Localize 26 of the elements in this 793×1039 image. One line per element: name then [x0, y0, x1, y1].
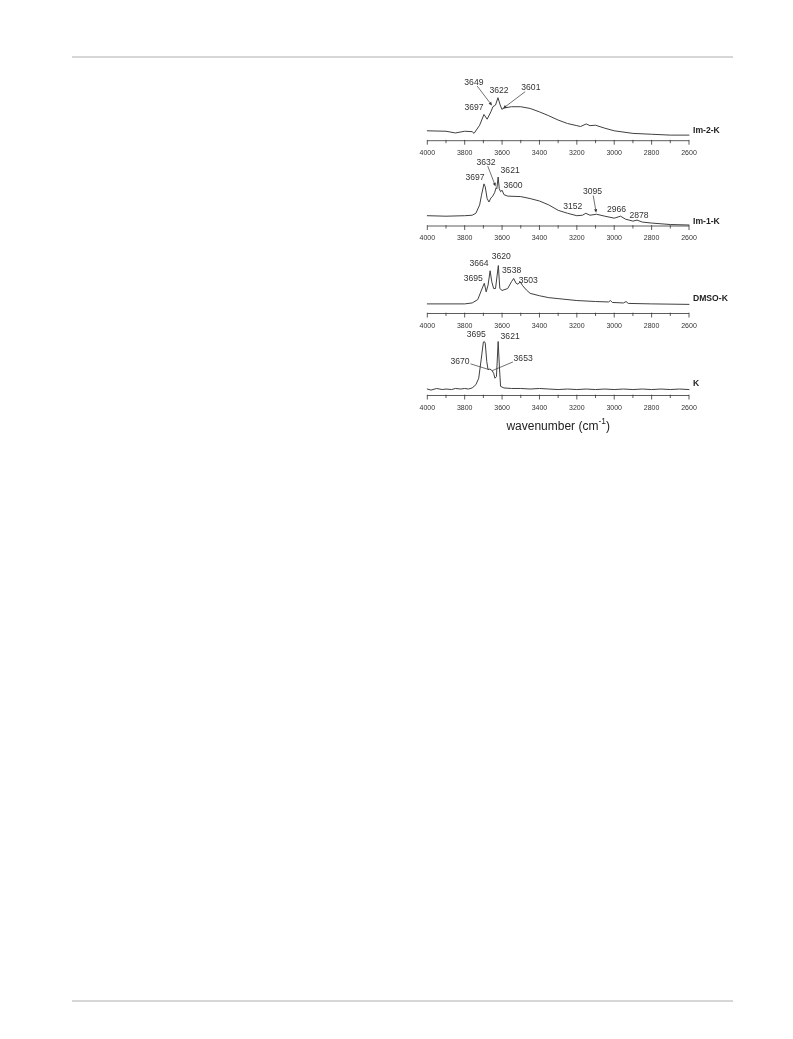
annotation: 3621 [500, 330, 520, 341]
annotation: 3152 [563, 201, 583, 212]
annotation: 3095 [582, 186, 603, 197]
annotation: 3695 [466, 328, 487, 339]
annotation: 3697 [464, 102, 484, 113]
annotation: 3600 [503, 180, 523, 191]
annotation: 3670 [450, 355, 470, 366]
annotation: 3622 [489, 84, 509, 95]
annotation: 3601 [521, 82, 541, 93]
annotation: 3664 [469, 257, 489, 268]
annotation: 3621 [500, 165, 520, 175]
annotation: 3697 [465, 171, 485, 182]
series-label: K [693, 377, 700, 388]
annotation: 3649 [464, 76, 484, 87]
series-label: DMSO-K [693, 292, 729, 303]
annotation: 3653 [513, 352, 533, 363]
annotation: 2966 [607, 204, 627, 215]
annotation: 3538 [502, 265, 522, 276]
annotation: 3503 [518, 274, 538, 285]
x-axis-title: wavenumber (cm$^{-1}$) [505, 415, 610, 433]
annotation: 2878 [629, 210, 649, 221]
annotation: 3632 [476, 156, 496, 167]
series-label: Im-1-K [693, 216, 721, 226]
series-label: Im-2-K [693, 124, 721, 135]
annotation: 3695 [463, 273, 484, 284]
annotation: 3620 [491, 250, 512, 261]
